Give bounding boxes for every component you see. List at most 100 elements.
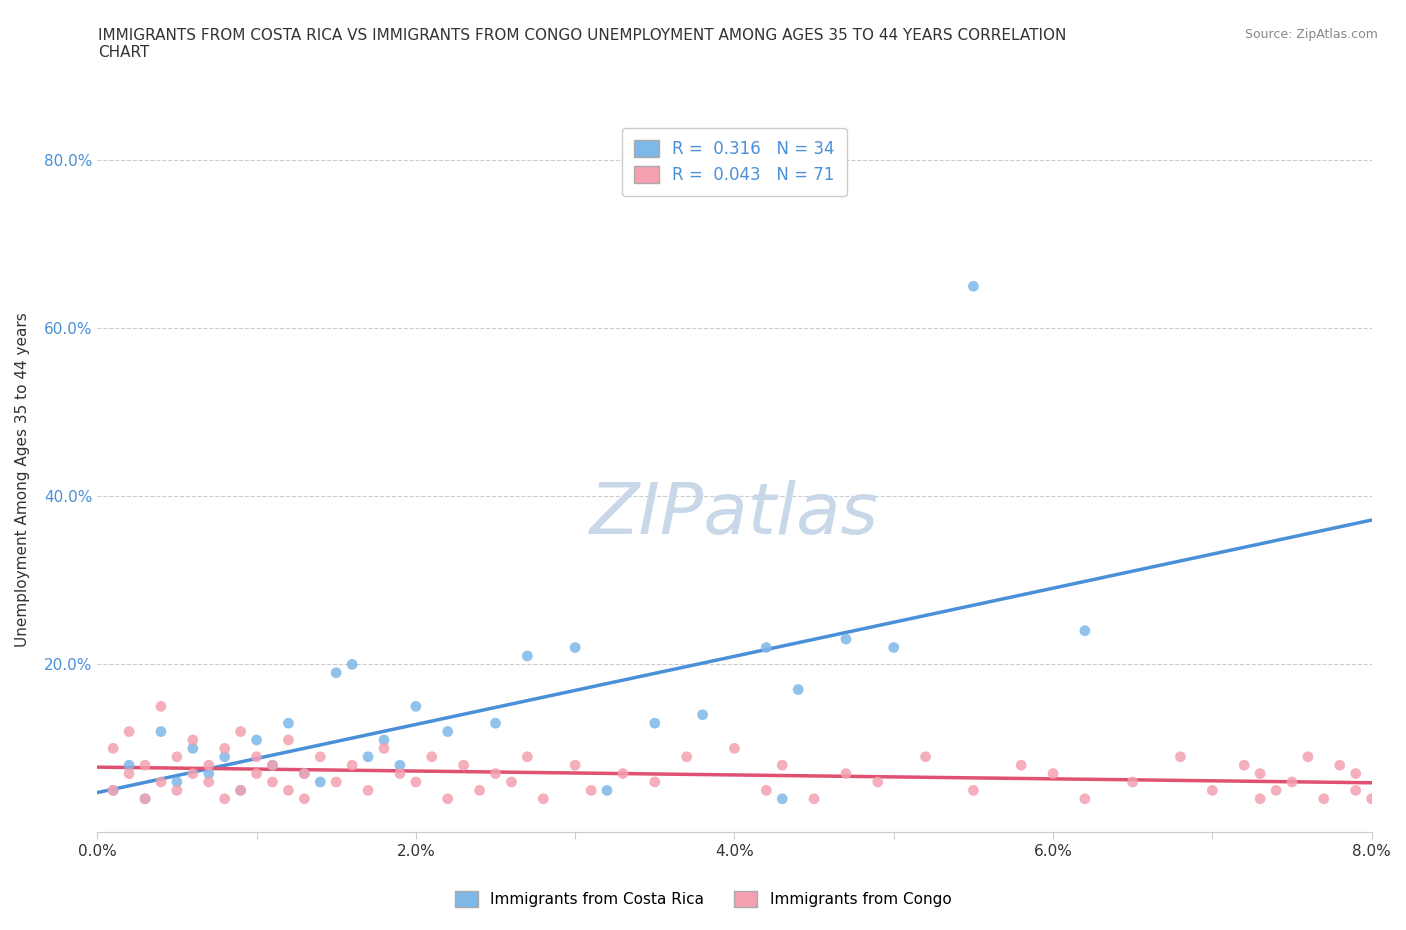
Point <box>1074 791 1097 806</box>
Point <box>484 766 506 781</box>
Legend: R =  0.316   N = 34, R =  0.043   N = 71: R = 0.316 N = 34, R = 0.043 N = 71 <box>623 128 846 196</box>
Point <box>564 640 586 655</box>
Point <box>309 775 332 790</box>
Point <box>755 640 778 655</box>
Point <box>325 665 347 680</box>
Point <box>1074 623 1097 638</box>
Point <box>292 791 315 806</box>
Point <box>835 766 858 781</box>
Point <box>166 783 188 798</box>
Point <box>325 775 347 790</box>
Point <box>405 775 427 790</box>
Text: IMMIGRANTS FROM COSTA RICA VS IMMIGRANTS FROM CONGO UNEMPLOYMENT AMONG AGES 35 T: IMMIGRANTS FROM COSTA RICA VS IMMIGRANTS… <box>98 28 1067 60</box>
Point <box>340 657 363 671</box>
Point <box>214 741 236 756</box>
Point <box>755 783 778 798</box>
Point <box>612 766 634 781</box>
Point <box>277 733 299 748</box>
Point <box>770 791 793 806</box>
Point <box>118 724 141 739</box>
Point <box>197 758 219 773</box>
Point <box>262 758 284 773</box>
Point <box>675 750 697 764</box>
Point <box>197 775 219 790</box>
Point <box>420 750 443 764</box>
Point <box>1201 783 1223 798</box>
Point <box>723 741 745 756</box>
Point <box>134 758 156 773</box>
Point <box>214 791 236 806</box>
Point <box>1344 783 1367 798</box>
Point <box>579 783 602 798</box>
Point <box>436 791 458 806</box>
Point <box>149 775 172 790</box>
Point <box>229 724 252 739</box>
Point <box>388 766 411 781</box>
Point <box>1329 758 1351 773</box>
Point <box>1122 775 1144 790</box>
Point <box>835 631 858 646</box>
Point <box>1296 750 1319 764</box>
Point <box>277 716 299 731</box>
Point <box>101 783 124 798</box>
Point <box>453 758 475 773</box>
Point <box>262 758 284 773</box>
Point <box>134 791 156 806</box>
Point <box>388 758 411 773</box>
Point <box>149 724 172 739</box>
Point <box>596 783 619 798</box>
Point <box>1344 766 1367 781</box>
Point <box>770 758 793 773</box>
Point <box>118 766 141 781</box>
Point <box>692 708 714 723</box>
Point <box>1042 766 1064 781</box>
Point <box>262 775 284 790</box>
Point <box>1361 791 1384 806</box>
Point <box>357 750 380 764</box>
Text: ZIPatlas: ZIPatlas <box>591 480 879 550</box>
Point <box>357 783 380 798</box>
Point <box>166 775 188 790</box>
Point <box>516 750 538 764</box>
Point <box>149 699 172 714</box>
Point <box>1281 775 1303 790</box>
Point <box>1170 750 1192 764</box>
Point <box>531 791 554 806</box>
Y-axis label: Unemployment Among Ages 35 to 44 years: Unemployment Among Ages 35 to 44 years <box>15 312 30 647</box>
Point <box>245 733 267 748</box>
Point <box>484 716 506 731</box>
Point <box>468 783 491 798</box>
Point <box>1265 783 1288 798</box>
Point <box>1249 791 1271 806</box>
Point <box>1233 758 1256 773</box>
Point <box>564 758 586 773</box>
Point <box>197 766 219 781</box>
Point <box>292 766 315 781</box>
Point <box>644 716 666 731</box>
Point <box>436 724 458 739</box>
Point <box>787 682 810 697</box>
Point <box>181 741 204 756</box>
Point <box>229 783 252 798</box>
Point <box>229 783 252 798</box>
Point <box>516 648 538 663</box>
Point <box>340 758 363 773</box>
Point <box>118 758 141 773</box>
Point <box>914 750 936 764</box>
Point <box>134 791 156 806</box>
Point <box>501 775 523 790</box>
Point <box>101 741 124 756</box>
Point <box>962 279 984 294</box>
Point <box>866 775 889 790</box>
Point <box>245 750 267 764</box>
Point <box>277 783 299 798</box>
Point <box>1249 766 1271 781</box>
Point <box>292 766 315 781</box>
Point <box>644 775 666 790</box>
Text: Source: ZipAtlas.com: Source: ZipAtlas.com <box>1244 28 1378 41</box>
Legend: Immigrants from Costa Rica, Immigrants from Congo: Immigrants from Costa Rica, Immigrants f… <box>449 884 957 913</box>
Point <box>101 783 124 798</box>
Point <box>181 733 204 748</box>
Point <box>214 750 236 764</box>
Point <box>1313 791 1336 806</box>
